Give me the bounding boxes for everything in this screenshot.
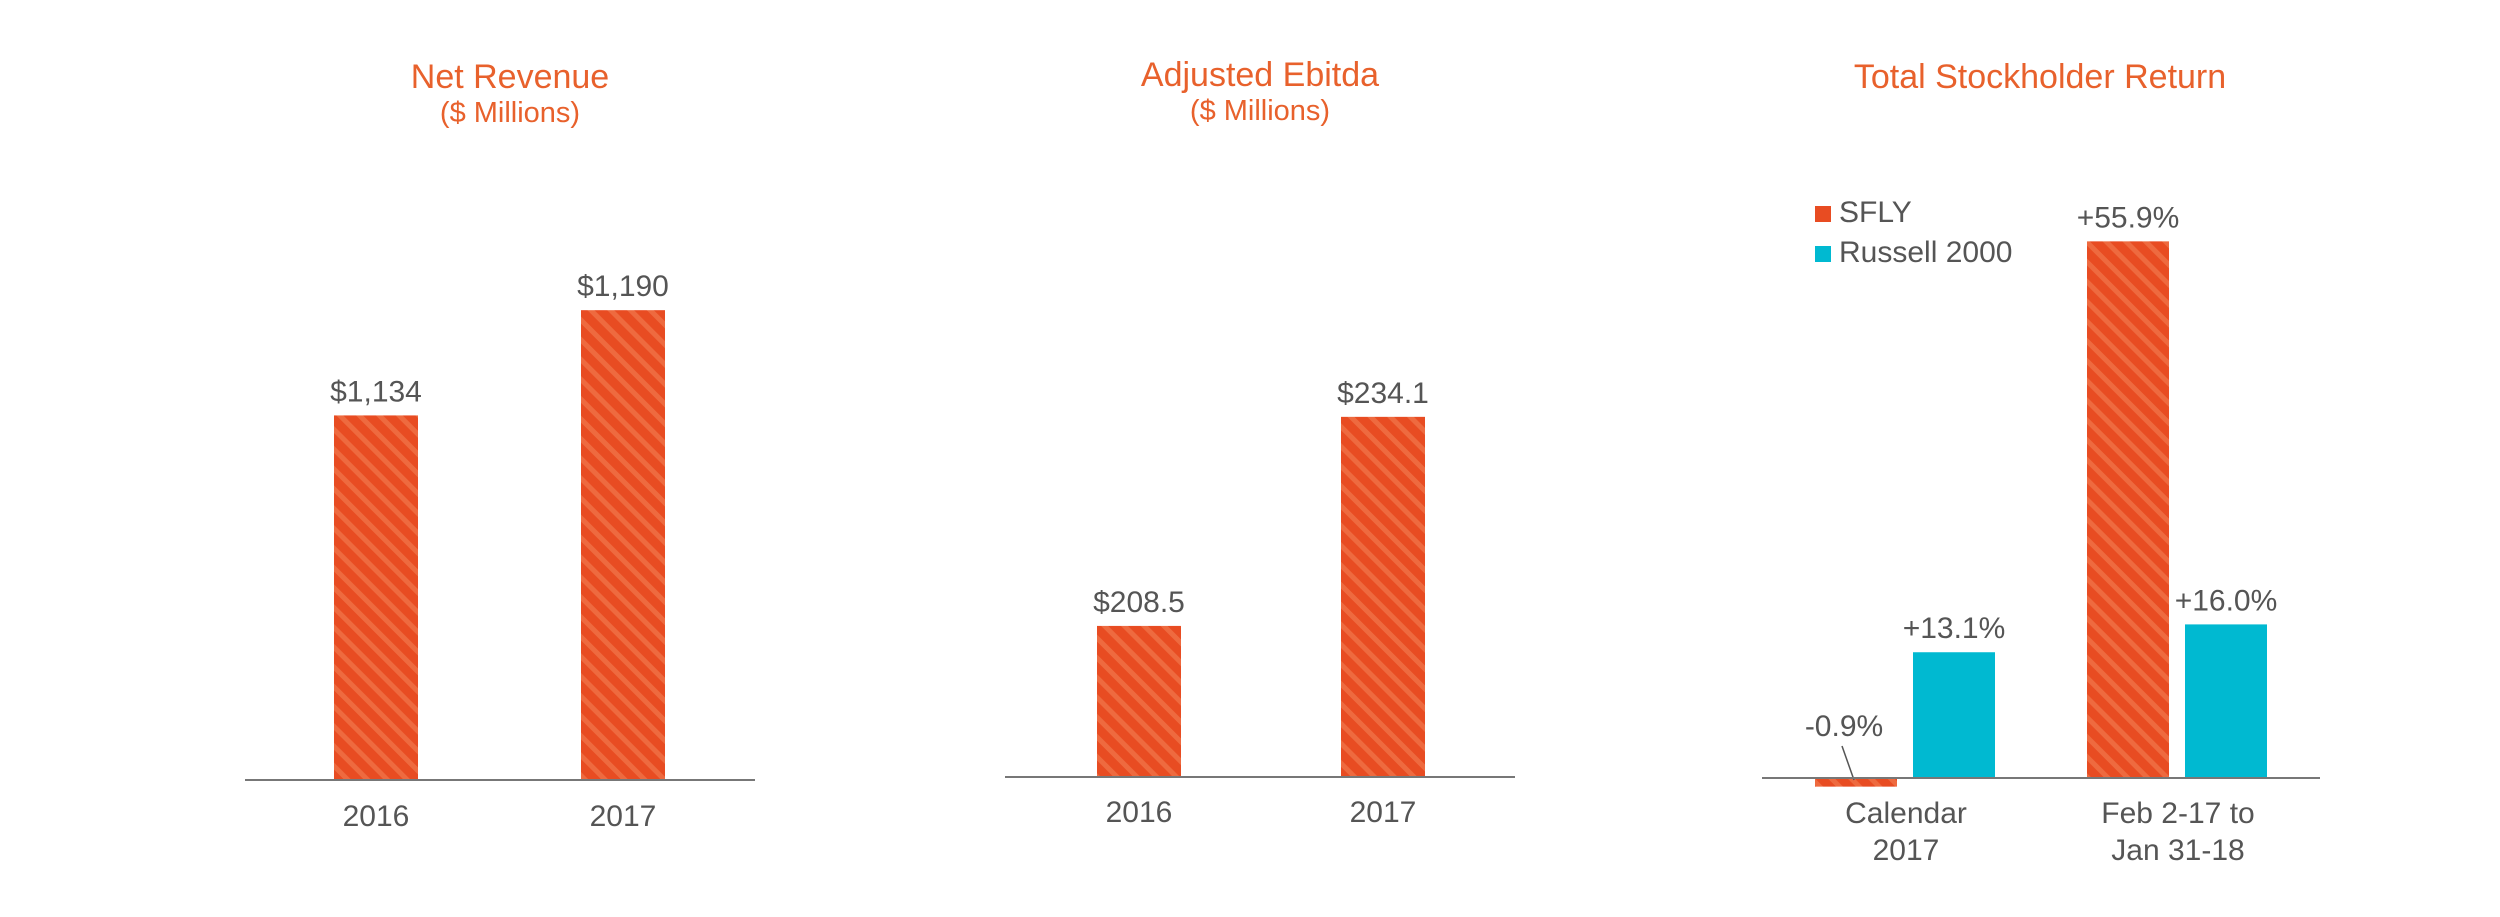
chart1-subtitle: ($ Millions) (439, 97, 581, 129)
chart1-title-block: Net Revenue ($ Millions) (340, 58, 680, 130)
value-label-russell-2000-0: +13.1% (1903, 612, 2006, 645)
chart1-title: Net Revenue (410, 58, 610, 96)
chart2-subtitle: ($ Millions) (1189, 95, 1331, 127)
legend-label-sfly: SFLY (1839, 196, 1912, 229)
category-label-line2-1: Jan 31-18 (2111, 834, 2244, 867)
legend-swatch-russell-2000 (1815, 246, 1831, 262)
category-label-line1-1: Feb 2-17 to (2101, 797, 2254, 830)
category-label-line2-0: 2017 (1873, 834, 1940, 867)
bar-2016 (1097, 625, 1181, 777)
value-label-russell-2000-1: +16.0% (2175, 584, 2278, 617)
bar-russell-2000-1 (2185, 624, 2267, 778)
value-label-2017: $1,190 (577, 270, 669, 303)
value-label-2016: $1,134 (330, 375, 422, 408)
bar-russell-2000-0 (1913, 652, 1995, 778)
bar-2017 (1341, 416, 1425, 777)
category-label-line1-0: Calendar (1845, 797, 1967, 830)
value-label-2017: $234.1 (1337, 377, 1429, 410)
bar-sfly-0 (1815, 778, 1897, 787)
value-label-2016: $208.5 (1093, 586, 1185, 619)
value-label-sfly-0: -0.9% (1805, 710, 1883, 743)
value-label-sfly-1: +55.9% (2077, 201, 2180, 234)
bar-sfly-1 (2087, 241, 2169, 779)
chart3-title: Total Stockholder Return (1853, 58, 2227, 96)
chart2-title-block: Adjusted Ebitda ($ Millions) (1090, 56, 1430, 128)
chart3-title-block: Total Stockholder Return (1790, 58, 2290, 97)
bar-2017 (581, 310, 665, 780)
bar-2016 (334, 415, 418, 780)
legend-label-russell-2000: Russell 2000 (1839, 236, 2012, 269)
leader-line (1841, 745, 1855, 781)
category-label-2016: 2016 (343, 800, 410, 833)
legend-swatch-sfly (1815, 206, 1831, 222)
category-label-2017: 2017 (1350, 796, 1417, 829)
chart2-title: Adjusted Ebitda (1140, 56, 1380, 94)
category-label-2017: 2017 (590, 800, 657, 833)
category-label-2016: 2016 (1106, 796, 1173, 829)
